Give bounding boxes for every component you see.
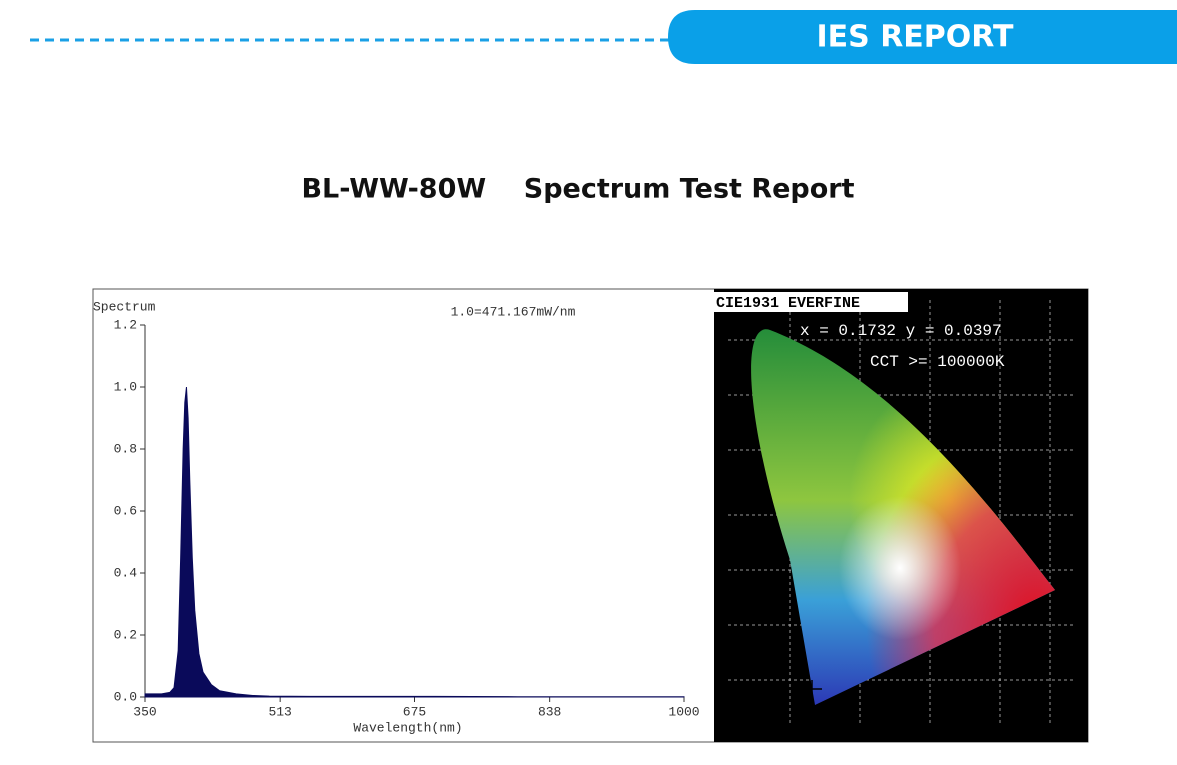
x-tick-label: 513 xyxy=(268,704,291,719)
annotation: 1.0=471.167mW/nm xyxy=(451,304,576,319)
y-tick-label: 1.0 xyxy=(114,379,137,394)
header-title: IES REPORT xyxy=(816,20,1014,55)
cie-title: CIE1931 EVERFINE xyxy=(716,295,860,312)
y-tick-label: 0.4 xyxy=(114,565,138,580)
x-tick-label: 675 xyxy=(403,704,426,719)
y-axis-label: Spectrum xyxy=(93,299,156,314)
cie-marker xyxy=(802,680,822,700)
cie-cct: CCT >= 100000K xyxy=(870,353,1005,371)
cie-title-bg xyxy=(714,292,908,312)
y-tick-label: 0.6 xyxy=(114,503,137,518)
y-tick-label: 0.2 xyxy=(114,627,137,642)
y-tick-label: 1.2 xyxy=(114,317,137,332)
x-tick-label: 350 xyxy=(133,704,156,719)
spectrum-area xyxy=(144,386,685,698)
x-tick-label: 838 xyxy=(538,704,561,719)
y-tick-label: 0.8 xyxy=(114,441,137,456)
x-tick-label: 1000 xyxy=(668,704,699,719)
x-axis-label: Wavelength(nm) xyxy=(353,720,462,735)
report-title: BL-WW-80W Spectrum Test Report xyxy=(301,174,854,205)
header-tab xyxy=(668,10,1177,64)
y-tick-label: 0.0 xyxy=(114,689,137,704)
cie-coords: x = 0.1732 y = 0.0397 xyxy=(800,322,1002,340)
spectrum-chart: Spectrum 1.0=471.167mW/nm Wavelength(nm)… xyxy=(93,299,700,735)
